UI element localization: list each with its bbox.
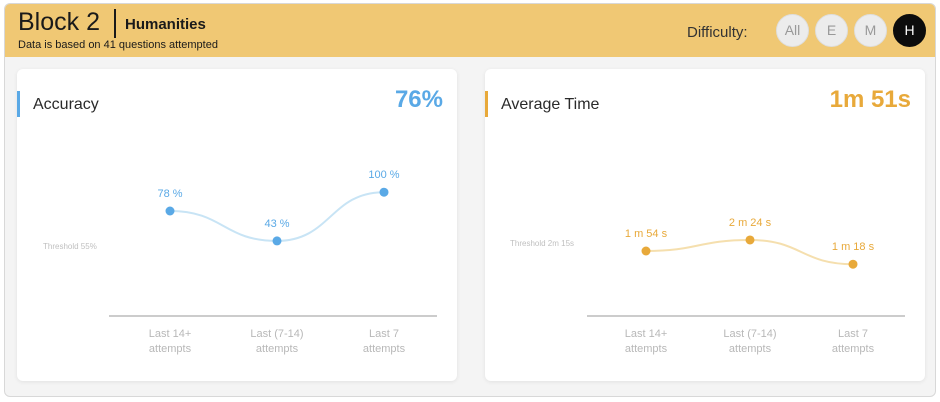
data-note: Data is based on 41 questions attempted <box>18 39 218 51</box>
subject-name: Humanities <box>125 16 206 33</box>
x-tick-label: Last 14+ <box>149 328 192 340</box>
data-point[interactable] <box>745 235 755 245</box>
block-title: Block 2 <box>18 8 100 36</box>
series-line <box>169 191 385 242</box>
data-point[interactable] <box>379 187 389 197</box>
data-point[interactable] <box>165 206 175 216</box>
difficulty-all-button[interactable]: All <box>776 14 809 47</box>
accuracy-chart: Threshold 55% 78 % 43 % 100 % Last 14+ attemp… <box>43 169 437 355</box>
data-label: 100 % <box>368 169 399 181</box>
data-label: 1 m 18 s <box>832 241 875 253</box>
x-tick-label: Last 14+ <box>625 328 668 340</box>
average-time-value: 1m 51s <box>829 86 911 113</box>
data-point[interactable] <box>848 259 858 269</box>
threshold-label: Threshold 55% <box>43 242 97 251</box>
threshold-label: Threshold 2m 15s <box>510 239 574 248</box>
data-label: 1 m 54 s <box>625 228 668 240</box>
x-tick-label: Last (7-14) <box>250 328 303 340</box>
x-tick-label: attempts <box>149 343 192 355</box>
x-tick-label: Last (7-14) <box>723 328 776 340</box>
x-tick-label: attempts <box>832 343 875 355</box>
average-time-chart: Threshold 2m 15s 1 m 54 s 2 m 24 s 1 m 18 s… <box>510 217 905 355</box>
performance-panel: Block 2 Humanities Data is based on 41 q… <box>4 3 936 397</box>
average-time-accent-bar <box>485 91 488 117</box>
accuracy-title: Accuracy <box>33 96 99 113</box>
x-tick-label: attempts <box>363 343 406 355</box>
accuracy-accent-bar <box>17 91 20 117</box>
difficulty-medium-button[interactable]: M <box>854 14 887 47</box>
header-bar: Block 2 Humanities Data is based on 41 q… <box>5 4 935 57</box>
x-tick-label: Last 7 <box>838 328 868 340</box>
x-tick-label: Last 7 <box>369 328 399 340</box>
x-tick-label: attempts <box>256 343 299 355</box>
x-tick-label: attempts <box>625 343 668 355</box>
data-point[interactable] <box>641 246 651 256</box>
data-label: 43 % <box>264 218 289 230</box>
accuracy-card: Accuracy 76% Threshold 55% 78 % 43 % 100 % L… <box>17 69 457 381</box>
data-point[interactable] <box>272 236 282 246</box>
title-divider <box>114 9 116 38</box>
data-label: 2 m 24 s <box>729 217 772 229</box>
difficulty-hard-button[interactable]: H <box>893 14 926 47</box>
data-label: 78 % <box>157 188 182 200</box>
average-time-title: Average Time <box>501 96 600 113</box>
difficulty-easy-button[interactable]: E <box>815 14 848 47</box>
difficulty-label: Difficulty: <box>687 24 748 41</box>
x-tick-label: attempts <box>729 343 772 355</box>
average-time-card: Average Time 1m 51s Threshold 2m 15s 1 m … <box>485 69 925 381</box>
accuracy-value: 76% <box>394 86 443 113</box>
